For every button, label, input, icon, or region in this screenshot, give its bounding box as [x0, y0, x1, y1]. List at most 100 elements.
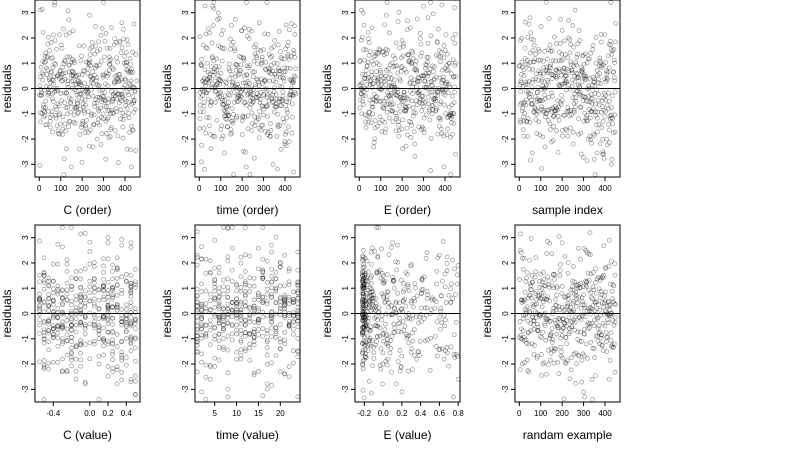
- x-tick-label: 300: [257, 184, 271, 193]
- data-point: [123, 322, 129, 327]
- data-point: [240, 114, 246, 120]
- data-point: [414, 67, 419, 73]
- data-point: [41, 255, 47, 261]
- data-point: [101, 277, 106, 282]
- data-point: [521, 101, 526, 107]
- data-point: [75, 100, 80, 106]
- data-point: [59, 45, 65, 51]
- data-point: [375, 334, 380, 339]
- data-point: [273, 287, 279, 292]
- data-point: [68, 101, 74, 107]
- data-point: [589, 108, 595, 114]
- data-point: [65, 8, 71, 14]
- data-point: [439, 320, 445, 325]
- data-point: [199, 326, 204, 331]
- data-point: [45, 86, 51, 92]
- data-point: [286, 27, 292, 33]
- data-point: [290, 92, 296, 98]
- data-point: [128, 245, 134, 250]
- data-point: [519, 35, 525, 41]
- data-point: [222, 98, 228, 103]
- y-axis-label: residuals: [480, 289, 494, 337]
- data-point: [360, 324, 365, 330]
- data-point: [581, 118, 587, 124]
- data-point: [357, 83, 363, 88]
- data-point: [73, 276, 79, 281]
- data-point: [525, 58, 530, 63]
- data-point: [379, 246, 384, 252]
- data-point: [443, 111, 449, 116]
- data-point: [122, 53, 128, 59]
- data-point: [409, 316, 414, 322]
- data-point: [583, 98, 589, 104]
- data-point: [444, 132, 450, 137]
- data-point: [115, 160, 121, 165]
- data-point: [389, 76, 395, 81]
- data-point: [273, 331, 279, 336]
- data-point: [256, 290, 261, 296]
- y-tick-label: 2: [21, 260, 30, 265]
- data-point: [234, 99, 240, 104]
- data-point: [78, 284, 84, 290]
- y-tick-label: -3: [341, 385, 350, 393]
- data-point: [604, 68, 609, 74]
- data-point: [114, 367, 120, 373]
- data-point: [276, 68, 281, 74]
- data-point: [82, 381, 88, 387]
- data-point: [78, 295, 84, 300]
- data-point: [74, 73, 79, 78]
- data-point: [425, 101, 431, 107]
- data-point: [564, 108, 570, 114]
- data-point: [405, 52, 411, 58]
- data-point: [69, 323, 74, 329]
- data-point: [383, 46, 389, 52]
- data-point: [123, 49, 129, 55]
- data-point: [451, 394, 456, 400]
- data-point: [128, 70, 134, 75]
- data-point: [366, 315, 371, 321]
- data-point: [412, 141, 418, 147]
- data-point: [394, 63, 399, 69]
- data-point: [559, 58, 564, 64]
- data-point: [234, 63, 240, 68]
- data-point: [563, 73, 569, 78]
- data-point: [238, 321, 244, 327]
- data-point: [41, 333, 47, 339]
- data-point: [202, 3, 208, 9]
- data-point: [251, 303, 257, 309]
- data-point: [373, 308, 378, 313]
- data-point: [519, 59, 525, 65]
- data-point: [238, 285, 244, 290]
- data-point: [260, 269, 266, 274]
- data-point: [235, 92, 241, 98]
- data-point: [195, 339, 200, 345]
- y-tick-label: 0: [341, 311, 350, 316]
- data-point: [239, 118, 245, 124]
- data-point: [61, 61, 67, 66]
- data-point: [96, 316, 102, 321]
- data-point: [532, 94, 538, 100]
- data-point: [603, 266, 609, 271]
- data-point: [441, 356, 447, 362]
- data-point: [278, 55, 284, 60]
- data-point: [588, 306, 594, 311]
- data-point: [269, 334, 274, 339]
- data-point: [535, 353, 540, 359]
- data-point: [443, 86, 449, 92]
- data-point: [133, 335, 138, 341]
- data-point: [110, 287, 115, 293]
- data-point: [256, 332, 261, 337]
- data-point: [584, 279, 590, 284]
- data-point: [597, 55, 603, 61]
- data-point: [552, 272, 558, 277]
- data-point: [105, 288, 111, 293]
- data-point: [391, 64, 397, 70]
- data-point: [124, 67, 130, 73]
- data-point: [390, 278, 396, 283]
- data-point: [242, 279, 248, 284]
- data-point: [554, 75, 560, 81]
- data-point: [260, 225, 266, 230]
- data-point: [533, 255, 539, 260]
- data-point: [566, 331, 572, 337]
- data-point: [195, 299, 200, 305]
